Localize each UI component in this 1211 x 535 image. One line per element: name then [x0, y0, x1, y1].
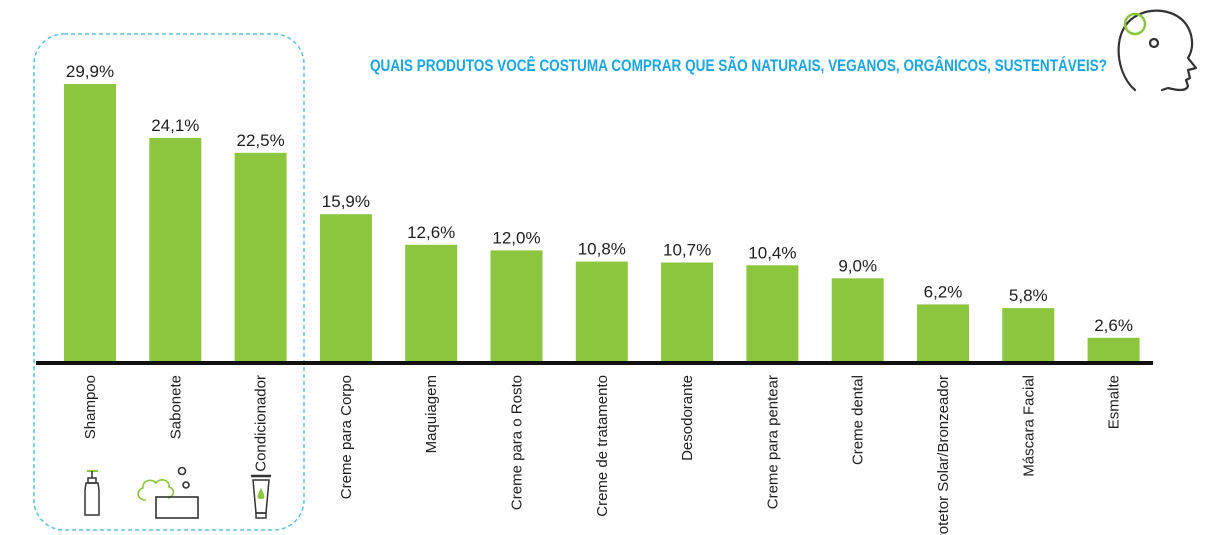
- highlight-box: [33, 33, 305, 531]
- value-label-creme-dental: 9,0%: [838, 256, 877, 275]
- category-label-creme-para-corpo: Creme para Corpo: [338, 375, 355, 499]
- bar-creme-para-o-rosto: [490, 250, 543, 362]
- category-label-sabonete: Sabonete: [167, 375, 184, 439]
- category-label-esmalte: Esmalte: [1106, 375, 1123, 429]
- bar-esmalte: [1087, 337, 1140, 362]
- category-label-mascara-facial: Máscara Facial: [1020, 375, 1037, 477]
- value-label-sabonete: 24,1%: [151, 116, 199, 135]
- chart-title: QUAIS PRODUTOS VOCÊ COSTUMA COMPRAR QUE …: [370, 55, 1107, 75]
- bar-creme-para-corpo: [319, 214, 372, 362]
- value-label-esmalte: 2,6%: [1094, 316, 1133, 335]
- bar-sabonete: [149, 137, 202, 362]
- bar-shampoo: [64, 84, 116, 362]
- bar-creme-dental: [831, 278, 884, 362]
- value-label-condicionador: 22,5%: [236, 131, 284, 150]
- value-label-creme-de-tratamento: 10,8%: [578, 240, 626, 259]
- value-label-maquiagem: 12,6%: [407, 223, 455, 242]
- bar-protetor-solar-bronzeador: [917, 304, 969, 362]
- value-label-protetor-solar-bronzeador: 6,2%: [924, 282, 963, 301]
- bar-condicionador: [234, 152, 287, 362]
- soap-bar-icon: [137, 466, 199, 519]
- bar-mascara-facial: [1002, 308, 1055, 362]
- value-label-creme-para-corpo: 15,9%: [322, 192, 370, 211]
- category-label-maquiagem: Maquiagem: [423, 375, 440, 453]
- value-label-creme-para-pentear: 10,4%: [748, 243, 796, 262]
- bar-creme-de-tratamento: [575, 261, 628, 362]
- value-label-desodorante: 10,7%: [663, 241, 711, 260]
- conditioner-tube-icon: [251, 474, 271, 519]
- category-label-creme-para-o-rosto: Creme para o Rosto: [509, 375, 526, 510]
- bar-maquiagem: [405, 244, 458, 362]
- category-label-protetor-solar-bronzeador: Protetor Solar/Bronzeador: [935, 375, 952, 535]
- category-label-creme-para-pentear: Creme para pentear: [764, 375, 781, 509]
- head-profile-icon: [1117, 9, 1198, 92]
- category-label-desodorante: Desodorante: [679, 375, 696, 461]
- shampoo-bottle-icon: [84, 470, 100, 516]
- category-label-creme-de-tratamento: Creme de tratamento: [594, 375, 611, 517]
- category-label-condicionador: Condicionador: [253, 375, 270, 472]
- value-label-creme-para-o-rosto: 12,0%: [492, 228, 540, 247]
- category-label-shampoo: Shampoo: [82, 375, 99, 439]
- bar-desodorante: [661, 262, 714, 362]
- value-label-mascara-facial: 5,8%: [1009, 286, 1048, 305]
- value-label-shampoo: 29,9%: [66, 62, 114, 81]
- bar-creme-para-pentear: [746, 265, 799, 362]
- category-label-creme-dental: Creme dental: [850, 375, 867, 465]
